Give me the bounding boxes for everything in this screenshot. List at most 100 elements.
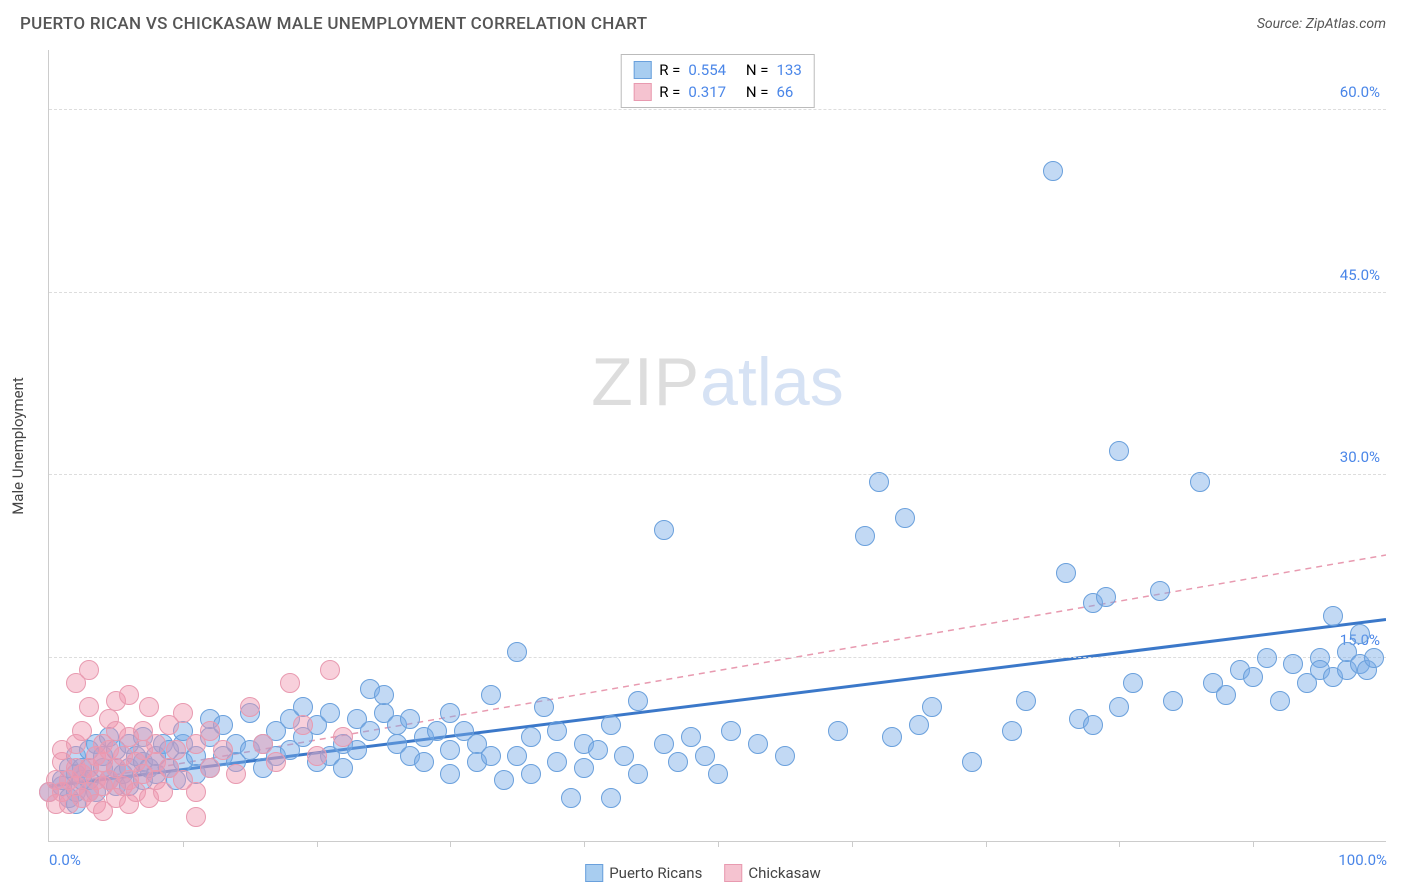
data-point-pr — [869, 472, 889, 492]
data-point-ck — [173, 703, 193, 723]
data-point-pr — [481, 746, 501, 766]
x-tick-mark — [1119, 841, 1120, 847]
data-point-ck — [253, 734, 273, 754]
data-point-pr — [333, 758, 353, 778]
data-point-ck — [146, 734, 166, 754]
data-point-ck — [226, 764, 246, 784]
y-axis-label: Male Unemployment — [9, 377, 27, 515]
data-point-pr — [962, 752, 982, 772]
correlation-legend: R = 0.554 N = 133 R = 0.317 N = 66 — [620, 54, 815, 108]
data-point-pr — [507, 746, 527, 766]
data-point-pr — [440, 740, 460, 760]
data-point-ck — [153, 782, 173, 802]
data-point-pr — [654, 734, 674, 754]
gridline — [49, 657, 1386, 658]
data-point-pr — [1323, 606, 1343, 626]
scatter-chart: ZIPatlas R = 0.554 N = 133 R = 0.317 N =… — [48, 50, 1386, 842]
y-tick-label: 60.0% — [1340, 83, 1380, 101]
legend-item-ck: Chickasaw — [724, 864, 820, 882]
data-point-pr — [1043, 161, 1063, 181]
gridline — [49, 109, 1386, 110]
x-tick-mark — [852, 841, 853, 847]
data-point-pr — [1216, 685, 1236, 705]
gridline — [49, 292, 1386, 293]
data-point-pr — [855, 526, 875, 546]
data-point-ck — [293, 715, 313, 735]
data-point-pr — [320, 703, 340, 723]
data-point-pr — [614, 746, 634, 766]
data-point-ck — [213, 740, 233, 760]
r-value-pr: 0.554 — [688, 61, 726, 79]
x-tick-mark — [183, 841, 184, 847]
x-tick-mark — [584, 841, 585, 847]
data-point-pr — [1056, 563, 1076, 583]
data-point-ck — [139, 697, 159, 717]
data-point-pr — [360, 721, 380, 741]
data-point-pr — [668, 752, 688, 772]
data-point-pr — [521, 764, 541, 784]
watermark-atlas: atlas — [700, 344, 844, 420]
n-value-pr: 133 — [776, 61, 801, 79]
watermark: ZIPatlas — [591, 343, 843, 421]
data-point-pr — [547, 752, 567, 772]
data-point-pr — [628, 691, 648, 711]
data-point-ck — [186, 807, 206, 827]
legend-row-ck: R = 0.317 N = 66 — [633, 81, 802, 103]
data-point-ck — [240, 697, 260, 717]
watermark-zip: ZIP — [591, 344, 700, 420]
data-point-pr — [1109, 697, 1129, 717]
n-prefix: N = — [746, 61, 769, 79]
data-point-pr — [1016, 691, 1036, 711]
source-label: Source: ZipAtlas.com — [1257, 16, 1386, 32]
data-point-pr — [601, 788, 621, 808]
data-point-ck — [79, 660, 99, 680]
data-point-pr — [1109, 441, 1129, 461]
data-point-pr — [1350, 624, 1370, 644]
data-point-pr — [721, 721, 741, 741]
data-point-pr — [708, 764, 728, 784]
data-point-pr — [922, 697, 942, 717]
data-point-pr — [561, 788, 581, 808]
data-point-pr — [440, 764, 460, 784]
r-value-ck: 0.317 — [688, 83, 726, 101]
data-point-ck — [72, 721, 92, 741]
page-title: PUERTO RICAN VS CHICKASAW MALE UNEMPLOYM… — [20, 14, 647, 34]
data-point-pr — [628, 764, 648, 784]
data-point-pr — [574, 758, 594, 778]
data-point-pr — [1096, 587, 1116, 607]
data-point-pr — [374, 685, 394, 705]
x-tick-mark — [1253, 841, 1254, 847]
legend-label-ck: Chickasaw — [748, 864, 820, 882]
swatch-pr — [633, 61, 651, 79]
data-point-ck — [200, 721, 220, 741]
data-point-pr — [1123, 673, 1143, 693]
data-point-pr — [681, 727, 701, 747]
data-point-ck — [166, 740, 186, 760]
data-point-pr — [654, 520, 674, 540]
data-point-pr — [882, 727, 902, 747]
data-point-pr — [828, 721, 848, 741]
data-point-ck — [307, 746, 327, 766]
data-point-pr — [1163, 691, 1183, 711]
data-point-pr — [695, 746, 715, 766]
data-point-pr — [547, 721, 567, 741]
data-point-ck — [186, 782, 206, 802]
n-value-ck: 66 — [776, 83, 793, 101]
data-point-ck — [333, 727, 353, 747]
y-tick-label: 30.0% — [1340, 448, 1380, 466]
x-tick-label: 0.0% — [49, 851, 81, 869]
data-point-pr — [895, 508, 915, 528]
data-point-pr — [1190, 472, 1210, 492]
data-point-pr — [775, 746, 795, 766]
data-point-pr — [534, 697, 554, 717]
data-point-pr — [507, 642, 527, 662]
data-point-pr — [1083, 715, 1103, 735]
data-point-pr — [909, 715, 929, 735]
data-point-pr — [1270, 691, 1290, 711]
data-point-ck — [79, 697, 99, 717]
legend-row-pr: R = 0.554 N = 133 — [633, 59, 802, 81]
data-point-pr — [293, 697, 313, 717]
data-point-pr — [440, 703, 460, 723]
x-tick-label: 100.0% — [1338, 851, 1387, 869]
gridline — [49, 474, 1386, 475]
